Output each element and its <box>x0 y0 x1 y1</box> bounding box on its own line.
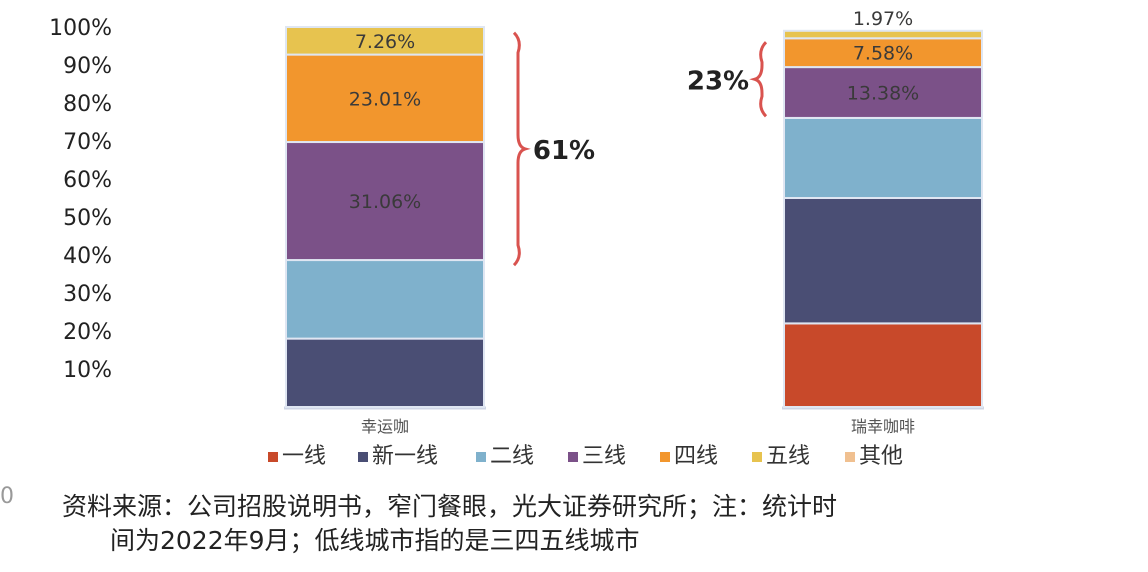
bar-segment-1-新一线 <box>783 197 983 325</box>
category-label: 瑞幸咖啡 <box>851 417 915 436</box>
bar-segment-1-五线 <box>783 29 983 40</box>
y-tick-label: 20% <box>63 320 112 345</box>
y-tick-label: 50% <box>63 206 112 231</box>
legend-label: 二线 <box>490 444 534 469</box>
y-tick-label: 80% <box>63 92 112 117</box>
bar-segment-0-五线 <box>285 26 485 56</box>
bar-segment-1-二线 <box>783 116 983 199</box>
legend-swatch <box>268 452 278 462</box>
legend-swatch <box>845 452 855 462</box>
y-tick-label: 60% <box>63 168 112 193</box>
bracket-0 <box>512 31 531 267</box>
legend-swatch <box>358 452 368 462</box>
bar-segment-0-三线 <box>285 141 485 262</box>
legend-swatch <box>568 452 578 462</box>
y-tick-label: 90% <box>63 54 112 79</box>
legend-label: 五线 <box>766 444 810 469</box>
bar-segment-1-一线 <box>783 322 983 408</box>
y-tick-label: 30% <box>63 282 112 307</box>
y-tick-label: 10% <box>63 358 112 383</box>
data-label: 7.58% <box>853 43 913 65</box>
bar-segment-0-二线 <box>285 259 485 340</box>
source-note-line1: 资料来源：公司招股说明书，窄门餐眼，光大证券研究所；注：统计时 <box>62 492 838 521</box>
bar-segment-0-新一线 <box>285 337 485 409</box>
legend-label: 一线 <box>282 444 326 469</box>
y-tick-label: 40% <box>63 244 112 269</box>
legend-swatch <box>752 452 762 462</box>
data-label: 23.01% <box>349 88 421 110</box>
legend-label: 其他 <box>859 444 903 469</box>
legend-swatch <box>476 452 486 462</box>
legend-label: 新一线 <box>372 444 438 469</box>
legend-label: 四线 <box>674 444 718 469</box>
bracket-label: 23% <box>687 66 749 96</box>
legend-swatch <box>660 452 670 462</box>
bracket-1 <box>749 41 768 118</box>
source-note-line2: 间为2022年9月；低线城市指的是三四五线城市 <box>110 526 640 555</box>
chart-canvas: 10% 20% 30% 40% 50% 60% 70% 80% 90% 100% 7.26% 23.0… <box>49 8 984 469</box>
data-label: 1.97% <box>853 8 913 30</box>
bar-segment-1-三线 <box>783 66 983 119</box>
legend-label: 三线 <box>582 444 626 469</box>
y-tick-label: 70% <box>63 130 112 155</box>
data-label: 13.38% <box>847 83 919 105</box>
data-label: 7.26% <box>355 31 415 53</box>
edge-mark: 0 <box>0 484 14 509</box>
y-tick-label: 100% <box>49 16 112 41</box>
bracket-label: 61% <box>533 136 595 166</box>
data-label: 31.06% <box>349 191 421 213</box>
source-note: 资料来源：公司招股说明书，窄门餐眼，光大证券研究所；注：统计时 间为2022年9… <box>62 490 1142 558</box>
category-label: 幸运咖 <box>361 417 409 436</box>
